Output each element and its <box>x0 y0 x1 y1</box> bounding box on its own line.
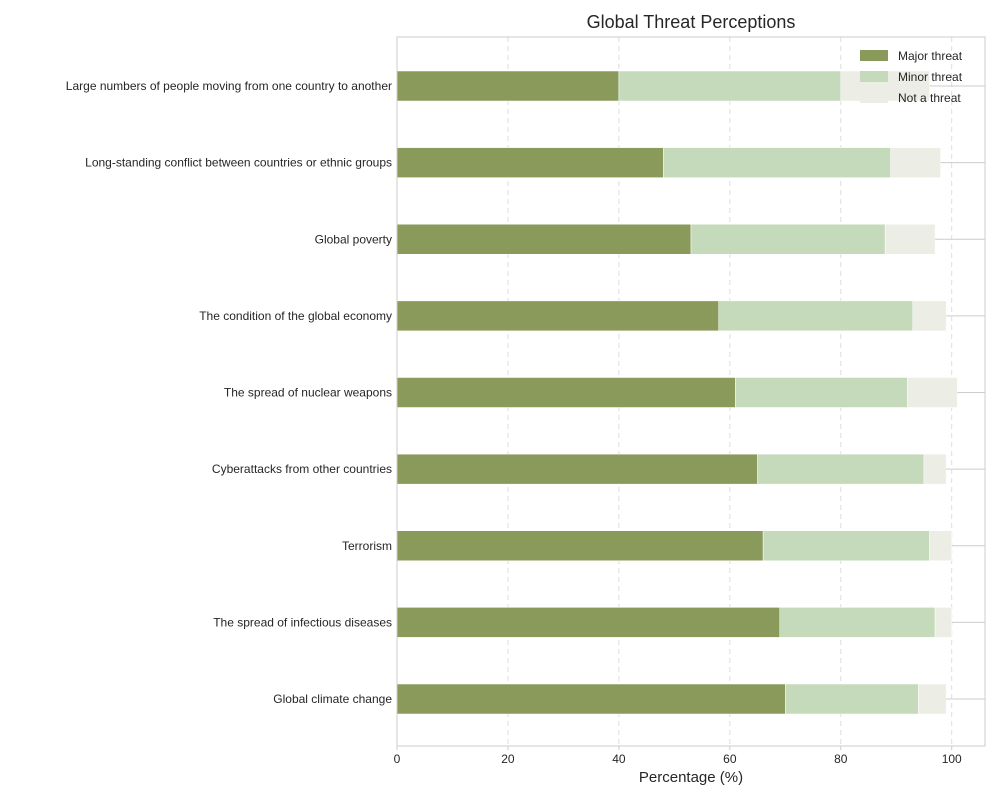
bar-segment-not-a-threat <box>907 377 958 408</box>
bar-segment-minor-threat <box>663 147 891 178</box>
bar-group <box>396 70 958 715</box>
category-label: Cyberattacks from other countries <box>212 462 392 476</box>
bar-segment-major-threat <box>396 224 692 255</box>
bar-segment-not-a-threat <box>934 607 952 638</box>
bar-segment-not-a-threat <box>918 683 947 715</box>
x-axis-ticks: 0 20 40 60 80 100 <box>394 746 962 766</box>
bar-segment-minor-threat <box>718 300 914 332</box>
category-label: The spread of infectious diseases <box>213 615 392 629</box>
category-label: The condition of the global economy <box>199 309 392 323</box>
bar-segment-major-threat <box>396 453 758 485</box>
bar-segment-minor-threat <box>757 453 925 485</box>
bar-segment-not-a-threat <box>884 224 936 255</box>
bar-segment-not-a-threat <box>929 530 952 561</box>
bar-segment-major-threat <box>396 70 620 102</box>
category-labels: Large numbers of people moving from one … <box>66 79 985 706</box>
category-label: Global climate change <box>273 692 392 706</box>
legend: Major threat Minor threat Not a threat <box>860 49 963 105</box>
bar-segment-major-threat <box>396 683 786 715</box>
category-label: Terrorism <box>342 539 392 553</box>
bar-segment-major-threat <box>396 300 719 332</box>
x-axis-label: Percentage (%) <box>639 769 743 786</box>
legend-swatch <box>860 92 888 103</box>
legend-label: Major threat <box>898 49 963 63</box>
category-label: Large numbers of people moving from one … <box>66 79 392 93</box>
bar-segment-not-a-threat <box>890 147 941 178</box>
x-tick-label: 0 <box>394 752 401 766</box>
bar-segment-major-threat <box>396 147 664 178</box>
bar-segment-major-threat <box>396 607 781 638</box>
x-tick-label: 100 <box>942 752 962 766</box>
category-label: Global poverty <box>315 232 392 246</box>
bar-segment-not-a-threat <box>912 300 947 332</box>
bar-segment-minor-threat <box>779 607 936 638</box>
bar-segment-major-threat <box>396 530 764 561</box>
legend-swatch <box>860 50 888 61</box>
bar-segment-minor-threat <box>690 224 886 255</box>
x-tick-label: 40 <box>612 752 626 766</box>
category-label: Long-standing conflict between countries… <box>85 156 392 170</box>
legend-label: Not a threat <box>898 91 961 105</box>
legend-label: Minor threat <box>898 70 963 84</box>
legend-swatch <box>860 71 888 82</box>
bar-segment-minor-threat <box>785 683 919 715</box>
bar-segment-minor-threat <box>618 70 842 102</box>
plot-frame <box>396 36 986 747</box>
bar-segment-minor-threat <box>735 377 908 408</box>
bar-segment-major-threat <box>396 377 736 408</box>
category-label: The spread of nuclear weapons <box>224 386 392 400</box>
bar-segment-not-a-threat <box>923 453 947 485</box>
x-tick-label: 20 <box>501 752 515 766</box>
bar-segment-minor-threat <box>762 530 930 561</box>
chart-title: Global Threat Perceptions <box>587 12 796 32</box>
x-tick-label: 80 <box>834 752 848 766</box>
x-tick-label: 60 <box>723 752 737 766</box>
